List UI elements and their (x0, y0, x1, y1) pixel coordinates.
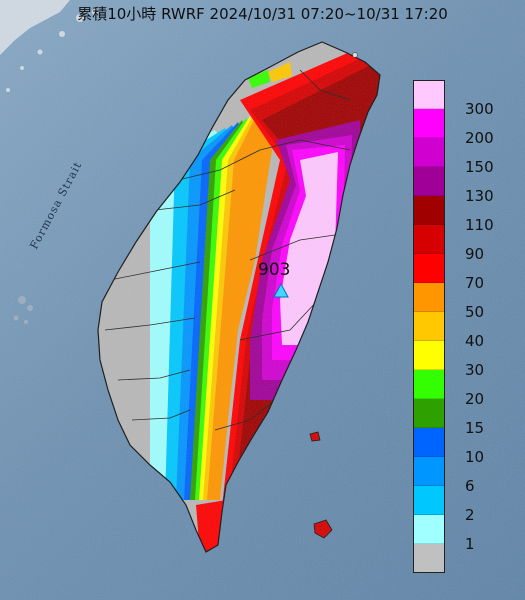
legend-row: 70 (413, 254, 523, 292)
legend-label: 15 (465, 419, 485, 437)
rainfall-legend: 300 200 150 130 110 90 70 50 40 30 20 15 10 6 2 1 (413, 80, 523, 573)
legend-label: 40 (465, 332, 485, 350)
map-title: 累積10小時 RWRF 2024/10/31 07:20~10/31 17:20 (77, 5, 448, 23)
legend-swatch (413, 196, 445, 225)
legend-label: 130 (465, 187, 494, 205)
peak-value: 903 (258, 260, 291, 280)
legend-row: 50 (413, 283, 523, 321)
legend-label: 1 (465, 535, 475, 553)
legend-label: 10 (465, 448, 485, 466)
legend-swatch (413, 515, 445, 544)
legend-swatch (413, 225, 445, 254)
mainland-coast (0, 0, 98, 92)
legend-swatch (413, 138, 445, 167)
legend-row: 10 (413, 428, 523, 466)
legend-row: 300 (413, 80, 523, 118)
legend-row: 130 (413, 167, 523, 205)
legend-label: 90 (465, 245, 485, 263)
legend-swatch (413, 80, 445, 109)
legend-swatch (413, 486, 445, 515)
legend-row: 1 (413, 515, 523, 553)
legend-label: 70 (465, 274, 485, 292)
legend-row: 150 (413, 138, 523, 176)
legend-label: 2 (465, 506, 475, 524)
legend-row: 6 (413, 457, 523, 495)
legend-swatch (413, 428, 445, 457)
legend-row: 2 (413, 486, 523, 524)
offshore-islands (309, 52, 358, 539)
legend-row: 30 (413, 341, 523, 379)
legend-row: 200 (413, 109, 523, 147)
penghu-islands (13, 296, 33, 324)
legend-swatch (413, 370, 445, 399)
legend-swatch (413, 283, 445, 312)
legend-label: 110 (465, 216, 494, 234)
legend-label: 6 (465, 477, 475, 495)
legend-swatch (413, 341, 445, 370)
legend-label: 300 (465, 100, 494, 118)
legend-swatch (413, 312, 445, 341)
legend-label: 20 (465, 390, 485, 408)
triangle-icon (273, 282, 289, 298)
legend-swatch (413, 399, 445, 428)
legend-row: 110 (413, 196, 523, 234)
legend-swatch (413, 544, 445, 573)
legend-row: 20 (413, 370, 523, 408)
legend-swatch (413, 109, 445, 138)
legend-label: 30 (465, 361, 485, 379)
legend-label: 200 (465, 129, 494, 147)
legend-row (413, 544, 523, 573)
legend-row: 40 (413, 312, 523, 350)
legend-swatch (413, 457, 445, 486)
legend-swatch (413, 167, 445, 196)
legend-row: 15 (413, 399, 523, 437)
county-borders (104, 69, 351, 431)
legend-label: 50 (465, 303, 485, 321)
legend-swatch (413, 254, 445, 283)
legend-row: 90 (413, 225, 523, 263)
legend-label: 150 (465, 158, 494, 176)
